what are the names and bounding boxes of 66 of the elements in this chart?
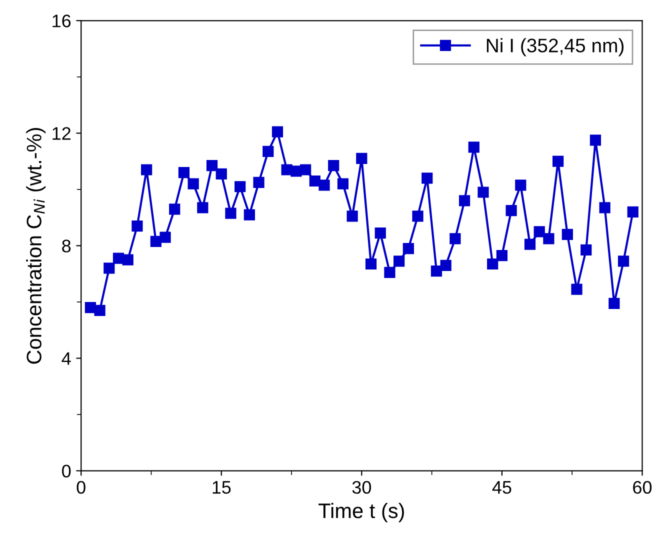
point (412, 210, 424, 222)
point (234, 181, 246, 192)
point (562, 228, 573, 240)
point (402, 242, 414, 254)
point (384, 266, 396, 278)
point (356, 152, 368, 164)
point (599, 202, 610, 214)
point (506, 204, 517, 216)
x-tick-label: 60 (633, 480, 652, 494)
point (374, 227, 386, 239)
point (337, 178, 349, 190)
point (627, 206, 638, 218)
point (132, 220, 143, 232)
point (515, 180, 526, 191)
point (552, 156, 564, 167)
legend-label: Ni I (352,45 nm) (486, 38, 624, 56)
point (318, 180, 330, 191)
y-tick-label: 4 (62, 352, 71, 365)
y-tick-label: 16 (52, 14, 71, 28)
point (141, 164, 152, 176)
y-axis-title: Concentration C$_{Ni}$ (wt.-%) (26, 128, 46, 364)
point (122, 254, 134, 266)
point (160, 232, 171, 243)
point (468, 142, 480, 153)
y-tick-label: 0 (62, 464, 71, 478)
point (346, 210, 358, 222)
point (328, 160, 340, 172)
point (487, 258, 498, 270)
point (244, 209, 255, 220)
point (262, 146, 274, 158)
point (206, 160, 218, 172)
point (496, 250, 508, 262)
point (169, 204, 180, 215)
point (608, 298, 620, 309)
point (534, 226, 545, 238)
point (478, 186, 489, 198)
point (188, 178, 199, 190)
point (590, 134, 602, 146)
point (580, 244, 592, 256)
x-axis-title: Time t (s) (318, 502, 404, 522)
point (197, 202, 208, 214)
point (216, 168, 227, 180)
y-tick-label: 8 (62, 240, 71, 252)
point (253, 176, 264, 188)
point (422, 172, 433, 184)
point (225, 208, 236, 219)
point (178, 167, 190, 178)
x-tick-label: 0 (76, 480, 86, 494)
point (440, 260, 452, 271)
point (104, 262, 115, 274)
point (394, 256, 405, 267)
point (450, 233, 461, 244)
point (543, 233, 554, 244)
point (430, 265, 442, 277)
point (458, 195, 470, 206)
point (571, 284, 582, 295)
point (94, 304, 106, 316)
point (524, 238, 536, 250)
x-tick-label: 45 (492, 481, 512, 494)
point (365, 258, 377, 270)
y-tick-label: 12 (52, 127, 70, 140)
point (618, 256, 630, 267)
point (300, 164, 312, 176)
x-tick-label: 15 (212, 481, 231, 494)
x-tick-label: 30 (352, 480, 371, 494)
point (272, 126, 284, 138)
